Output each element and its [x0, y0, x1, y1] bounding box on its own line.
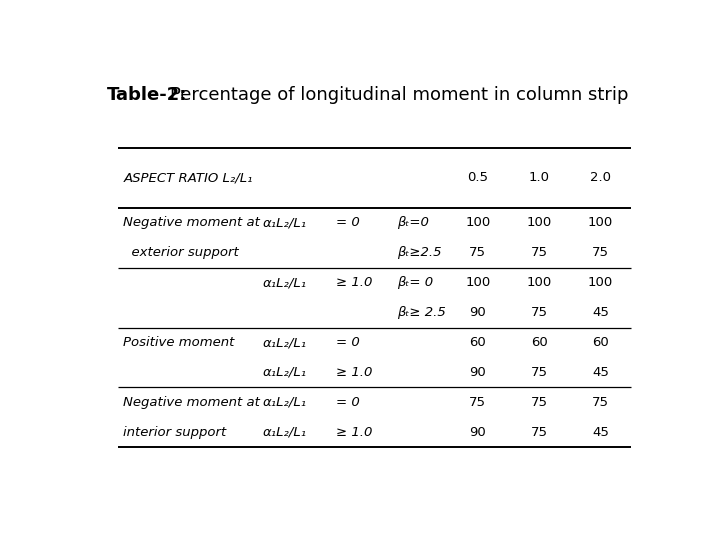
Text: ≥ 1.0: ≥ 1.0 [336, 426, 372, 439]
Text: α₁L₂/L₁: α₁L₂/L₁ [263, 276, 307, 289]
Text: exterior support: exterior support [124, 246, 239, 259]
Text: ≥ 1.0: ≥ 1.0 [336, 276, 372, 289]
Text: 60: 60 [531, 336, 548, 349]
Text: Table-2:: Table-2: [107, 85, 187, 104]
Text: 100: 100 [588, 217, 613, 230]
Text: ≥ 1.0: ≥ 1.0 [336, 366, 372, 379]
Text: = 0: = 0 [336, 336, 359, 349]
Text: 60: 60 [469, 336, 486, 349]
Text: Negative moment at: Negative moment at [124, 217, 261, 230]
Text: α₁L₂/L₁: α₁L₂/L₁ [263, 336, 307, 349]
Text: α₁L₂/L₁: α₁L₂/L₁ [263, 217, 307, 230]
Text: 75: 75 [592, 246, 609, 259]
Text: 75: 75 [531, 366, 548, 379]
Text: 45: 45 [592, 426, 609, 439]
Text: 100: 100 [526, 276, 552, 289]
Text: = 0: = 0 [336, 217, 359, 230]
Text: 100: 100 [588, 276, 613, 289]
Text: 90: 90 [469, 306, 486, 319]
Text: 100: 100 [465, 217, 490, 230]
Text: 2.0: 2.0 [590, 171, 611, 184]
Text: βₜ= 0: βₜ= 0 [397, 276, 433, 289]
Text: 75: 75 [592, 396, 609, 409]
Text: 75: 75 [531, 306, 548, 319]
Text: 75: 75 [531, 396, 548, 409]
Text: βₜ≥2.5: βₜ≥2.5 [397, 246, 441, 259]
Text: βₜ≥ 2.5: βₜ≥ 2.5 [397, 306, 446, 319]
Text: interior support: interior support [124, 426, 227, 439]
Text: 0.5: 0.5 [467, 171, 488, 184]
Text: 75: 75 [531, 246, 548, 259]
Text: 45: 45 [592, 366, 609, 379]
Text: 45: 45 [592, 306, 609, 319]
Text: 60: 60 [592, 336, 609, 349]
Text: 90: 90 [469, 366, 486, 379]
Text: α₁L₂/L₁: α₁L₂/L₁ [263, 426, 307, 439]
Text: Percentage of longitudinal moment in column strip: Percentage of longitudinal moment in col… [170, 85, 629, 104]
Text: α₁L₂/L₁: α₁L₂/L₁ [263, 396, 307, 409]
Text: Positive moment: Positive moment [124, 336, 235, 349]
Text: βₜ=0: βₜ=0 [397, 217, 429, 230]
Text: = 0: = 0 [336, 396, 359, 409]
Text: 75: 75 [531, 426, 548, 439]
Text: α₁L₂/L₁: α₁L₂/L₁ [263, 366, 307, 379]
Text: 75: 75 [469, 396, 486, 409]
Text: 90: 90 [469, 426, 486, 439]
Text: 75: 75 [469, 246, 486, 259]
Text: 1.0: 1.0 [528, 171, 549, 184]
Text: 100: 100 [526, 217, 552, 230]
Text: 100: 100 [465, 276, 490, 289]
Text: ASPECT RATIO L₂/L₁: ASPECT RATIO L₂/L₁ [124, 171, 253, 184]
Text: Negative moment at: Negative moment at [124, 396, 261, 409]
